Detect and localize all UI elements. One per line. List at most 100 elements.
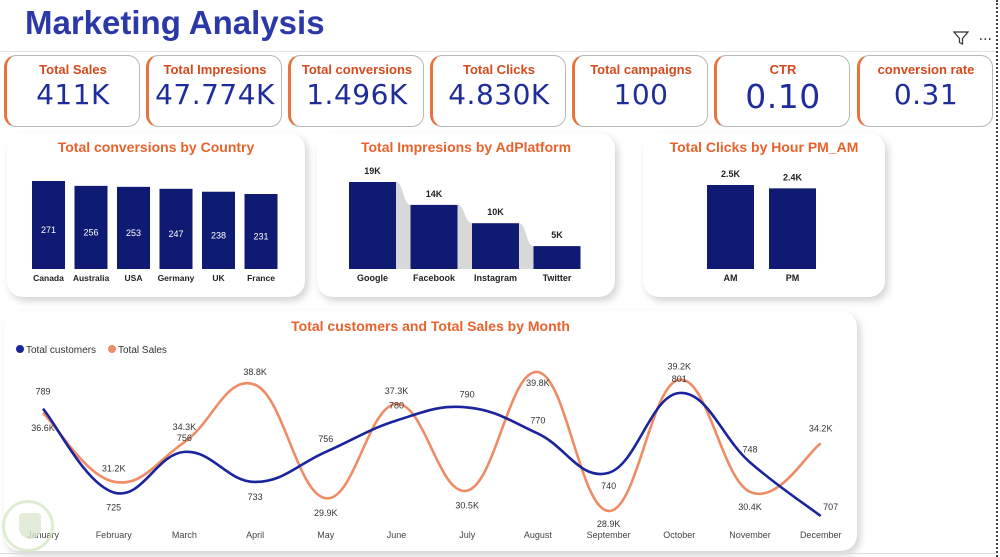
bar-pm[interactable] [769,188,816,269]
ribbon-connector [457,204,472,269]
customers-data-label: 756 [318,434,333,444]
sales-data-label: 36.6K [31,423,55,433]
data-label: 231 [253,231,268,241]
sales-data-label: 39.8K [526,378,550,388]
x-tick-label: May [317,530,335,540]
customers-data-label: 707 [823,502,838,512]
kpi-card[interactable]: Total campaigns 100 [572,55,708,127]
data-label: 19K [364,166,381,176]
x-tick-label: Australia [73,273,110,283]
conversions-by-country-chart: 271 Canada 256 Australia 253 USA 247 Germany 238… [32,181,278,283]
sales-line[interactable] [42,370,822,513]
data-label: 256 [83,227,98,237]
kpi-value: 100 [613,78,669,111]
x-tick-label: USA [125,273,143,283]
customers-sales-line-chart: Total customers Total Sales 789 725 756 733 75… [16,345,842,540]
kpi-card[interactable]: Total Impresions 47.774K [146,55,282,127]
bar-australia[interactable] [74,185,108,269]
customers-line[interactable] [42,391,822,518]
kpi-label: Total Sales [39,62,107,77]
bar-instagram[interactable] [472,223,519,269]
customers-sales-by-month-card[interactable]: Total customers and Total Sales by Month… [4,311,857,551]
chart-title: Total Impresions by AdPlatform [360,139,572,155]
customers-data-label: 748 [742,444,757,454]
data-label: 2.4K [783,172,803,182]
customers-data-label: 801 [672,374,687,384]
kpi-value: 1.496K [306,78,408,111]
impressions-by-platform-chart: 19K Google 14K Facebook 10K Instagram 5K Twitte… [349,166,581,283]
kpi-value: 47.774K [155,78,275,111]
data-label: 14K [426,189,443,199]
sales-data-label: 31.2K [102,464,126,474]
legend-label: Total customers [26,345,96,356]
customers-data-label: 770 [530,416,545,426]
more-options-icon[interactable]: ··· [978,32,992,48]
clicks-by-hour-card[interactable]: Total Clicks by Hour PM_AM 2.5K AM 2.4K PM [643,133,885,297]
bar-uk[interactable] [202,191,235,269]
x-tick-label: UK [212,273,225,283]
bar-google[interactable] [349,182,396,269]
page-title: Marketing Analysis [25,4,325,41]
visual-toolbar: ··· [952,30,992,50]
data-label: 271 [41,225,56,235]
kpi-value: 411K [36,78,110,111]
x-tick-label: August [524,530,553,540]
x-tick-label: June [387,530,407,540]
sales-data-label: 38.8K [243,367,267,377]
kpi-label: Total Clicks [462,62,535,77]
x-tick-label: February [96,530,133,540]
data-label: 10K [487,207,504,217]
bar-facebook[interactable] [410,204,458,269]
bar-twitter[interactable] [533,246,581,269]
filter-icon[interactable] [952,30,969,50]
data-label: 2.5K [721,169,741,179]
legend-label: Total Sales [118,345,167,356]
x-tick-label: July [459,530,476,540]
ribbon-connector [396,182,411,269]
customers-data-label: 789 [35,387,50,397]
kpi-label: CTR [769,62,797,77]
chart-title: Total customers and Total Sales by Month [291,318,570,334]
customers-data-label: 756 [177,433,192,443]
sales-data-label: 34.3K [173,422,197,432]
kpi-value: 0.10 [745,77,821,116]
x-tick-label: October [663,530,695,540]
kpi-card[interactable]: CTR 0.10 [714,55,850,127]
sales-data-label: 37.3K [385,386,409,396]
bar-canada[interactable] [32,181,65,269]
data-label: 247 [168,229,183,239]
kpi-card[interactable]: Total conversions 1.496K [288,55,424,127]
bar-germany[interactable] [159,188,193,269]
customers-data-label: 790 [460,389,475,399]
legend: Total customers Total Sales [16,345,167,356]
impressions-by-platform-card[interactable]: Total Impresions by AdPlatform 19K Google… [317,133,615,297]
bar-france[interactable] [244,193,278,269]
bar-usa[interactable] [117,186,150,269]
chart-title: Total conversions by Country [57,139,255,155]
sales-data-label: 29.9K [314,508,338,518]
kpi-card[interactable]: Total Sales 411K [4,55,140,127]
customers-data-label: 725 [106,502,121,512]
clicks-by-hour-chart: 2.5K AM 2.4K PM [707,169,816,283]
x-tick-label: PM [786,273,800,283]
sales-data-label: 30.4K [738,502,762,512]
bar-am[interactable] [707,185,754,269]
kpi-label: Total campaigns [590,62,692,77]
x-tick-label: December [800,530,842,540]
x-tick-label: Instagram [474,273,517,283]
x-tick-label: April [246,530,264,540]
kpi-value: 4.830K [448,78,550,111]
ribbon-connector [519,223,534,269]
conversions-by-country-card[interactable]: Total conversions by Country 271 Canada 25… [7,133,305,297]
legend-marker [16,345,24,353]
x-tick-label: September [587,530,631,540]
kpi-card[interactable]: conversion rate 0.31 [857,55,993,127]
customers-data-label: 780 [389,400,404,410]
kpi-card[interactable]: Total Clicks 4.830K [430,55,566,127]
chart-title: Total Clicks by Hour PM_AM [669,139,859,155]
sales-data-label: 39.2K [668,362,692,372]
canvas-edge [996,0,998,557]
x-tick-label: November [729,530,771,540]
data-label: 253 [126,228,141,238]
